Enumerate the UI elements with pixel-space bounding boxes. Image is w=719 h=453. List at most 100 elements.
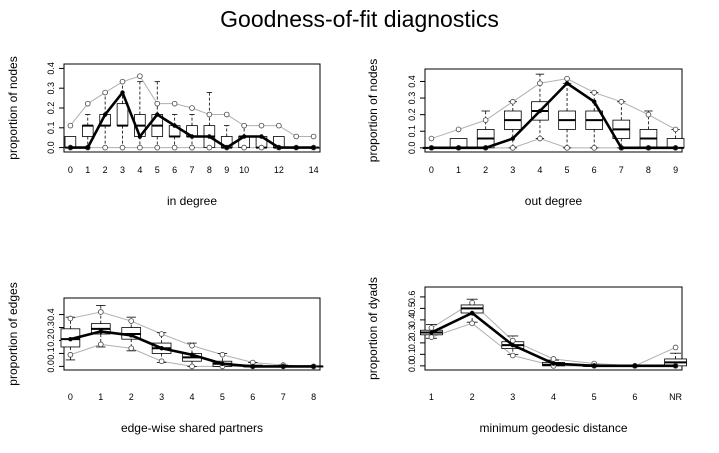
y-tick-label: 0.3: [407, 325, 417, 338]
y-tick-label: 0.0: [407, 142, 417, 155]
x-tick-label: 5: [155, 165, 160, 175]
box: [81, 125, 94, 137]
x-tick-label: 0: [429, 165, 434, 175]
observed-point: [456, 145, 461, 151]
upper-band-point: [428, 135, 435, 142]
y-tick-label: 0.2: [46, 102, 56, 115]
y-tick-label: 0.4: [46, 62, 56, 75]
upper-band-point: [154, 100, 161, 107]
upper-band-point: [171, 100, 178, 107]
observed-point: [241, 134, 247, 139]
observed-point: [469, 310, 475, 316]
observed-point: [591, 99, 597, 104]
observed-point: [85, 145, 90, 150]
upper-band-point: [510, 98, 516, 105]
observed-point: [259, 134, 264, 139]
y-tick-label: 0.1: [407, 125, 417, 138]
y-tick-label: 0.3: [407, 92, 417, 105]
y-tick-label: 0.4: [407, 75, 417, 88]
y-tick-label: 0.2: [407, 108, 417, 121]
x-tick-label: 3: [510, 392, 515, 402]
x-tick-label: 6: [250, 392, 255, 402]
y-tick-label: 0.3: [46, 82, 56, 95]
x-tick-label: 1: [85, 165, 90, 175]
observed-point: [189, 352, 195, 357]
plot-frame: [424, 68, 683, 153]
upper-band-point: [84, 100, 91, 107]
upper-band-point: [276, 122, 282, 129]
x-tick-label: 8: [646, 165, 651, 175]
lower-band-point: [154, 144, 161, 151]
upper-band-point: [537, 80, 543, 87]
lower-band-point: [158, 358, 165, 365]
y-tick-label: 0.2: [46, 334, 56, 347]
x-tick-label: 2: [470, 392, 475, 402]
x-tick-label: 14: [309, 165, 319, 175]
observed-point: [591, 363, 597, 369]
lower-band-point: [591, 145, 597, 151]
lower-band-line: [431, 138, 676, 149]
observed-point: [120, 90, 125, 95]
x-tick-label: 0: [68, 165, 73, 175]
lower-band-point: [189, 144, 195, 151]
observed-point: [172, 123, 177, 128]
x-tick-label: 2: [483, 165, 488, 175]
lower-band-point: [469, 320, 475, 327]
x-tick-label: 6: [172, 165, 177, 175]
upper-band-point: [223, 111, 230, 118]
x-tick-label: 8: [311, 392, 316, 402]
upper-band-line: [431, 78, 676, 140]
x-axis-label: edge-wise shared partners: [121, 421, 263, 435]
y-tick-label: 0.0: [407, 360, 417, 373]
lower-band-point: [102, 144, 108, 151]
observed-point: [250, 364, 255, 369]
upper-band-point: [97, 309, 104, 315]
x-tick-label: 6: [632, 392, 637, 402]
upper-band-point: [550, 356, 557, 362]
x-tick-label: 7: [281, 392, 286, 402]
y-tick-label: 0.1: [46, 122, 56, 135]
lower-band-point: [428, 334, 435, 340]
observed-point: [632, 363, 638, 369]
lower-band-point: [537, 135, 543, 142]
observed-point: [510, 136, 516, 141]
upper-band-point: [672, 126, 679, 133]
upper-band-point: [67, 122, 74, 129]
observed-point: [429, 330, 434, 335]
x-tick-label: 3: [120, 165, 125, 175]
y-tick-label: 0.2: [407, 337, 417, 350]
upper-band-point: [128, 318, 134, 324]
observed-point: [68, 336, 73, 342]
x-tick-label: 1: [98, 392, 103, 402]
lower-band-point: [189, 363, 195, 370]
observed-point: [429, 145, 434, 151]
y-tick-label: 0.0: [46, 141, 56, 154]
x-tick-label: NR: [669, 392, 682, 402]
upper-band-point: [591, 89, 597, 96]
plot-frame: [424, 286, 683, 371]
x-tick-label: 3: [159, 392, 164, 402]
x-tick-label: 8: [207, 165, 212, 175]
box: [116, 103, 129, 127]
y-tick-label: 0.3: [46, 321, 56, 334]
observed-point: [564, 81, 570, 86]
x-tick-label: 4: [537, 165, 542, 175]
y-axis-label: proportion of edges: [6, 282, 20, 385]
observed-point: [224, 145, 229, 150]
observed-point: [551, 361, 556, 366]
x-tick-label: 2: [103, 165, 108, 175]
upper-band-point: [455, 126, 462, 133]
observed-point: [311, 145, 316, 150]
observed-point: [537, 108, 543, 114]
x-tick-label: 2: [129, 392, 134, 402]
y-tick-label: 0.0: [46, 360, 56, 373]
x-tick-label: 0: [68, 392, 73, 402]
x-tick-label: 4: [137, 165, 142, 175]
y-tick-label: 0.5: [407, 302, 417, 315]
upper-band-point: [119, 78, 126, 85]
observed-point: [159, 346, 164, 351]
upper-band-point: [189, 342, 195, 349]
upper-band-point: [189, 105, 195, 111]
upper-band-point: [137, 73, 143, 79]
x-tick-label: 1: [456, 165, 461, 175]
